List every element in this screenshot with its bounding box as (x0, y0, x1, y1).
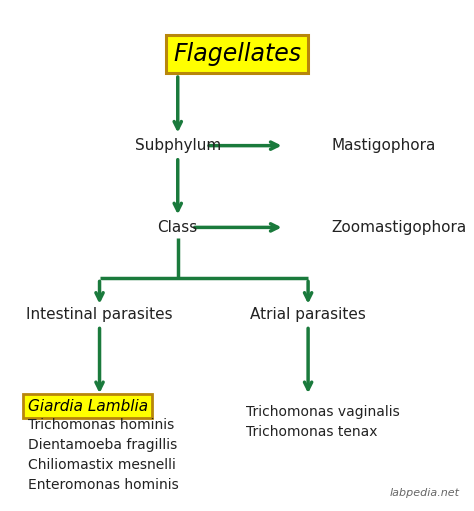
Text: Subphylum: Subphylum (135, 138, 221, 153)
Text: Zoomastigophora: Zoomastigophora (332, 220, 467, 235)
Text: Giardia Lamblia: Giardia Lamblia (27, 399, 148, 414)
Text: labpedia.net: labpedia.net (390, 488, 460, 498)
Text: Mastigophora: Mastigophora (332, 138, 436, 153)
Text: Trichomonas hominis
Dientamoeba fragillis
Chiliomastix mesnelli
Enteromonas homi: Trichomonas hominis Dientamoeba fragilli… (28, 417, 179, 492)
Text: Trichomonas vaginalis
Trichomonas tenax: Trichomonas vaginalis Trichomonas tenax (246, 405, 400, 438)
Text: Intestinal parasites: Intestinal parasites (26, 307, 173, 322)
Text: Class: Class (158, 220, 198, 235)
Text: Flagellates: Flagellates (173, 42, 301, 65)
Text: Atrial parasites: Atrial parasites (250, 307, 366, 322)
